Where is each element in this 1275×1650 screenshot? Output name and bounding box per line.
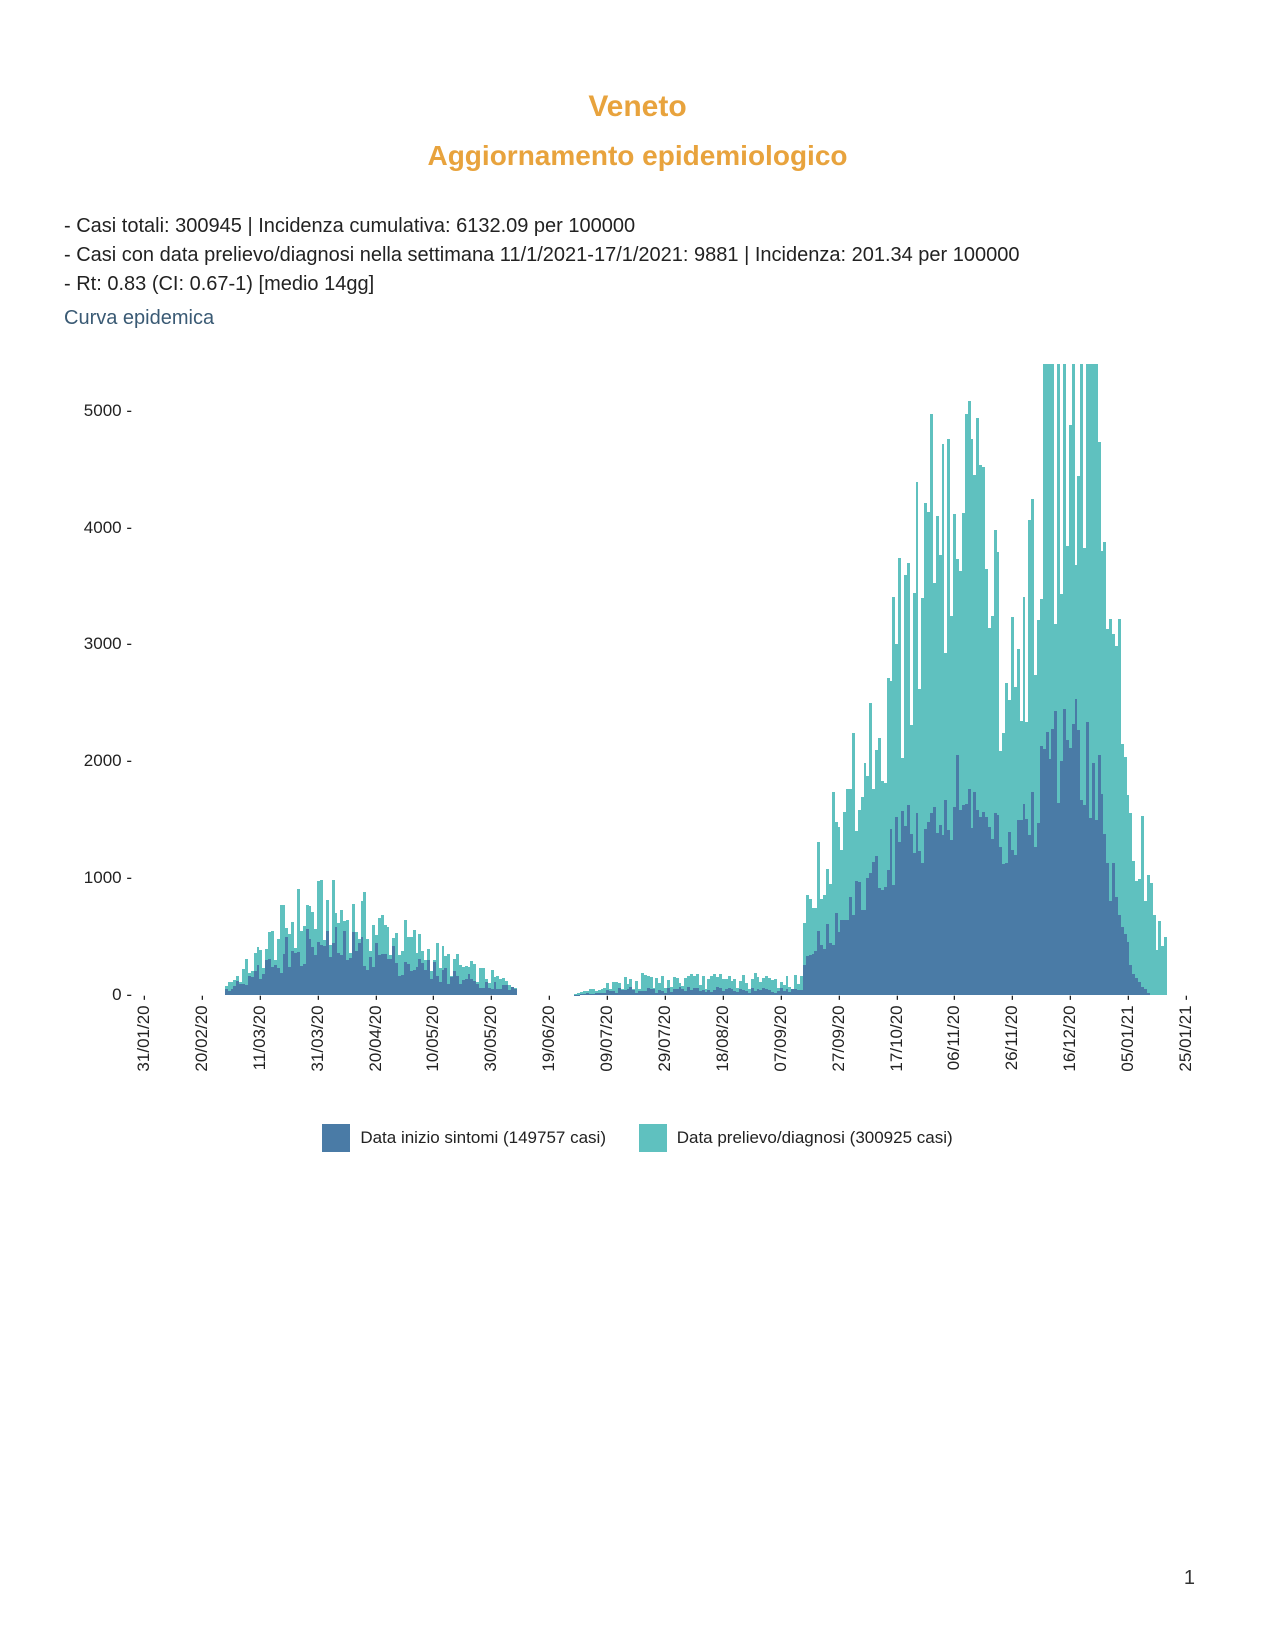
stat-line-rt: - Rt: 0.83 (CI: 0.67-1) [medio 14gg]	[64, 270, 1215, 299]
y-tick-label: 1000 -	[84, 868, 138, 888]
x-tick-label: 29/07/20 -	[655, 995, 675, 1072]
chart-title: Curva epidemica	[64, 307, 1215, 330]
x-tick-label: 26/11/20 -	[1002, 995, 1022, 1070]
x-tick-label: 20/02/20 -	[192, 995, 212, 1072]
legend-label-sintomi: Data inizio sintomi (149757 casi)	[360, 1128, 606, 1148]
y-tick-label: 4000 -	[84, 518, 138, 538]
bar-container	[138, 364, 1180, 995]
x-tick-label: 11/03/20 -	[250, 995, 270, 1070]
plot-area: 0 -1000 -2000 -3000 -4000 -5000 -31/01/2…	[138, 364, 1180, 996]
bar-day	[1176, 364, 1179, 995]
x-tick-label: 19/06/20 -	[539, 995, 559, 1072]
legend-item-diagnosi: Data prelievo/diagnosi (300925 casi)	[639, 1124, 953, 1152]
y-tick-label: 2000 -	[84, 751, 138, 771]
legend-label-diagnosi: Data prelievo/diagnosi (300925 casi)	[677, 1128, 953, 1148]
x-tick-label: 07/09/20 -	[771, 995, 791, 1072]
x-tick-label: 10/05/20 -	[423, 995, 443, 1072]
x-tick-label: 30/05/20 -	[481, 995, 501, 1072]
x-tick-label: 20/04/20 -	[366, 995, 386, 1072]
x-tick-label: 25/01/21 -	[1176, 995, 1196, 1072]
x-tick-label: 06/11/20 -	[944, 995, 964, 1070]
epidemic-curve-chart: 0 -1000 -2000 -3000 -4000 -5000 -31/01/2…	[60, 336, 1190, 1116]
x-tick-label: 31/03/20 -	[308, 995, 328, 1072]
x-tick-label: 17/10/20 -	[887, 995, 907, 1072]
stat-line-total: - Casi totali: 300945 | Incidenza cumula…	[64, 212, 1215, 241]
x-tick-label: 16/12/20 -	[1060, 995, 1080, 1072]
y-tick-label: 5000 -	[84, 401, 138, 421]
x-tick-label: 18/08/20 -	[713, 995, 733, 1072]
x-tick-label: 27/09/20 -	[829, 995, 849, 1072]
page-subtitle: Aggiornamento epidemiologico	[60, 140, 1215, 172]
chart-legend: Data inizio sintomi (149757 casi) Data p…	[60, 1124, 1215, 1157]
stat-line-weekly: - Casi con data prelievo/diagnosi nella …	[64, 241, 1215, 270]
y-tick-label: 3000 -	[84, 634, 138, 654]
legend-swatch-diagnosi	[639, 1124, 667, 1152]
x-tick-label: 31/01/20 -	[134, 995, 154, 1072]
legend-swatch-sintomi	[322, 1124, 350, 1152]
legend-item-sintomi: Data inizio sintomi (149757 casi)	[322, 1124, 606, 1152]
page-title: Veneto	[60, 90, 1215, 124]
page-number: 1	[1184, 1567, 1195, 1590]
x-tick-label: 05/01/21 -	[1118, 995, 1138, 1072]
x-tick-label: 09/07/20 -	[597, 995, 617, 1072]
